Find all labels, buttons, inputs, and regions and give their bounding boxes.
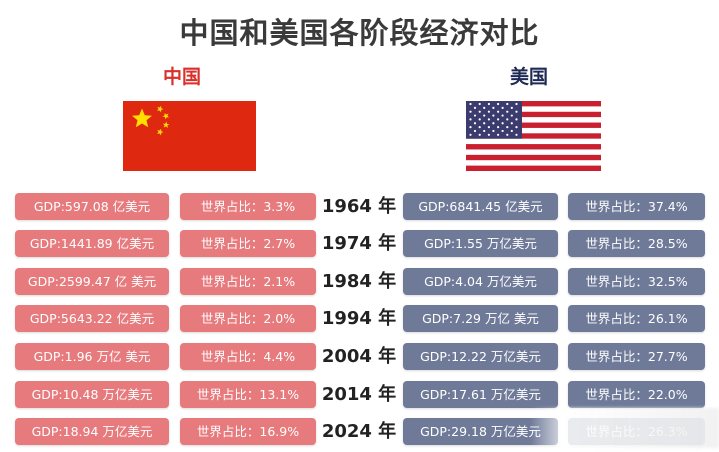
china-share-cell: 世界占比：16.9% bbox=[180, 418, 316, 445]
china-gdp-cell: GDP:2599.47 亿 美元 bbox=[15, 268, 169, 295]
china-share-cell: 世界占比：2.1% bbox=[180, 268, 316, 295]
china-share-cell: 世界占比：2.7% bbox=[180, 230, 316, 257]
china-share-cell: 世界占比：3.3% bbox=[180, 193, 316, 220]
china-flag-graphic bbox=[123, 101, 256, 171]
china-share-cell: 世界占比：4.4% bbox=[180, 343, 316, 370]
usa-gdp-cell: GDP:12.22 万亿美元 bbox=[403, 343, 558, 370]
china-gdp-cell: GDP:5643.22 亿美元 bbox=[15, 305, 169, 332]
usa-gdp-cell: GDP:4.04 万亿美元 bbox=[403, 268, 558, 295]
usa-gdp-cell: GDP:6841.45 亿美元 bbox=[403, 193, 558, 220]
china-label: 中国 bbox=[163, 66, 202, 88]
china-share-cell: 世界占比：2.0% bbox=[180, 305, 316, 332]
usa-gdp-cell: GDP:7.29 万亿 美元 bbox=[403, 305, 558, 332]
usa-label: 美国 bbox=[510, 66, 549, 88]
usa-flag-graphic bbox=[466, 101, 601, 171]
usa-share-cell: 世界占比：27.7% bbox=[568, 343, 705, 370]
usa-gdp-cell: GDP:17.61 万亿美元 bbox=[403, 381, 558, 408]
year-label: 2004 年 bbox=[321, 346, 397, 367]
usa-share-cell: 世界占比：37.4% bbox=[568, 193, 705, 220]
year-label: 1964 年 bbox=[321, 196, 397, 217]
china-flag-icon bbox=[123, 101, 256, 171]
watermark-overlay bbox=[530, 408, 719, 448]
year-label: 2024 年 bbox=[321, 421, 397, 442]
usa-flag-icon bbox=[466, 101, 601, 171]
year-label: 1974 年 bbox=[321, 233, 397, 254]
usa-share-cell: 世界占比：26.1% bbox=[568, 305, 705, 332]
usa-share-cell: 世界占比：22.0% bbox=[568, 381, 705, 408]
year-label: 1984 年 bbox=[321, 271, 397, 292]
page-title: 中国和美国各阶段经济对比 bbox=[179, 16, 540, 50]
china-share-cell: 世界占比：13.1% bbox=[180, 381, 316, 408]
china-gdp-cell: GDP:597.08 亿美元 bbox=[15, 193, 169, 220]
year-label: 1994 年 bbox=[321, 308, 397, 329]
usa-share-cell: 世界占比：32.5% bbox=[568, 268, 705, 295]
usa-share-cell: 世界占比：28.5% bbox=[568, 230, 705, 257]
usa-gdp-cell: GDP:1.55 万亿美元 bbox=[403, 230, 558, 257]
china-gdp-cell: GDP:10.48 万亿美元 bbox=[15, 381, 169, 408]
china-gdp-cell: GDP:1441.89 亿美元 bbox=[15, 230, 169, 257]
year-label: 2014 年 bbox=[321, 384, 397, 405]
china-gdp-cell: GDP:1.96 万亿 美元 bbox=[15, 343, 169, 370]
china-gdp-cell: GDP:18.94 万亿美元 bbox=[15, 418, 169, 445]
